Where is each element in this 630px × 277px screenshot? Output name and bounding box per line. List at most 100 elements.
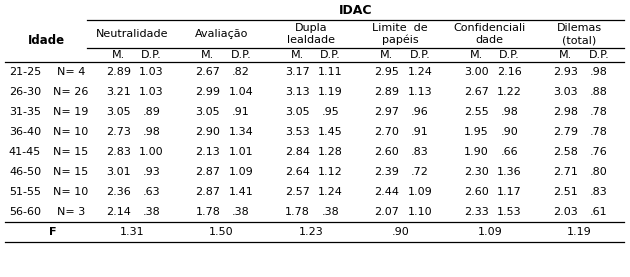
Text: 1.03: 1.03 <box>139 87 164 97</box>
Text: 2.89: 2.89 <box>106 67 131 77</box>
Text: 2.36: 2.36 <box>106 187 130 197</box>
Text: 3.01: 3.01 <box>106 167 130 177</box>
Text: 2.93: 2.93 <box>553 67 578 77</box>
Text: .93: .93 <box>142 167 160 177</box>
Text: .91: .91 <box>232 107 250 117</box>
Text: 21-25: 21-25 <box>9 67 41 77</box>
Text: N= 3: N= 3 <box>57 207 85 217</box>
Text: 1.24: 1.24 <box>318 187 343 197</box>
Text: 3.05: 3.05 <box>195 107 220 117</box>
Text: 2.67: 2.67 <box>464 87 489 97</box>
Text: .91: .91 <box>411 127 429 137</box>
Text: 2.99: 2.99 <box>195 87 220 97</box>
Text: 3.03: 3.03 <box>554 87 578 97</box>
Text: 2.87: 2.87 <box>195 187 220 197</box>
Text: 1.78: 1.78 <box>285 207 310 217</box>
Text: 2.84: 2.84 <box>285 147 310 157</box>
Text: 1.01: 1.01 <box>229 147 253 157</box>
Text: 3.00: 3.00 <box>464 67 489 77</box>
Text: D.P.: D.P. <box>499 50 520 60</box>
Text: 3.05: 3.05 <box>285 107 309 117</box>
Text: .98: .98 <box>142 127 161 137</box>
Text: 1.23: 1.23 <box>299 227 323 237</box>
Text: M.: M. <box>470 50 483 60</box>
Text: 3.21: 3.21 <box>106 87 130 97</box>
Text: M.: M. <box>112 50 125 60</box>
Text: 2.98: 2.98 <box>553 107 578 117</box>
Text: D.P.: D.P. <box>588 50 609 60</box>
Text: Confidenciali: Confidenciali <box>454 23 526 33</box>
Text: .95: .95 <box>321 107 340 117</box>
Text: 1.78: 1.78 <box>195 207 220 217</box>
Text: 2.83: 2.83 <box>106 147 131 157</box>
Text: .38: .38 <box>321 207 340 217</box>
Text: N= 10: N= 10 <box>54 127 89 137</box>
Text: 2.73: 2.73 <box>106 127 131 137</box>
Text: Idade: Idade <box>28 35 64 47</box>
Text: 1.90: 1.90 <box>464 147 489 157</box>
Text: .38: .38 <box>142 207 160 217</box>
Text: 36-40: 36-40 <box>9 127 41 137</box>
Text: N= 4: N= 4 <box>57 67 85 77</box>
Text: 2.97: 2.97 <box>374 107 399 117</box>
Text: 2.03: 2.03 <box>553 207 578 217</box>
Text: 2.58: 2.58 <box>553 147 578 157</box>
Text: 2.07: 2.07 <box>374 207 399 217</box>
Text: .78: .78 <box>590 107 608 117</box>
Text: .98: .98 <box>500 107 518 117</box>
Text: .38: .38 <box>232 207 250 217</box>
Text: 2.30: 2.30 <box>464 167 489 177</box>
Text: 1.50: 1.50 <box>209 227 234 237</box>
Text: 1.12: 1.12 <box>318 167 343 177</box>
Text: papéis: papéis <box>382 35 418 45</box>
Text: N= 10: N= 10 <box>54 187 89 197</box>
Text: 1.41: 1.41 <box>229 187 253 197</box>
Text: .83: .83 <box>590 187 608 197</box>
Text: 2.87: 2.87 <box>195 167 220 177</box>
Text: 3.13: 3.13 <box>285 87 309 97</box>
Text: 1.95: 1.95 <box>464 127 489 137</box>
Text: .82: .82 <box>232 67 250 77</box>
Text: 1.00: 1.00 <box>139 147 164 157</box>
Text: Limite  de: Limite de <box>372 23 428 33</box>
Text: M.: M. <box>380 50 394 60</box>
Text: 1.22: 1.22 <box>497 87 522 97</box>
Text: 2.51: 2.51 <box>553 187 578 197</box>
Text: N= 26: N= 26 <box>54 87 89 97</box>
Text: .90: .90 <box>501 127 518 137</box>
Text: 1.28: 1.28 <box>318 147 343 157</box>
Text: 2.89: 2.89 <box>374 87 399 97</box>
Text: 2.14: 2.14 <box>106 207 131 217</box>
Text: .88: .88 <box>590 87 608 97</box>
Text: 1.19: 1.19 <box>318 87 343 97</box>
Text: D.P.: D.P. <box>231 50 251 60</box>
Text: dade: dade <box>476 35 504 45</box>
Text: 1.09: 1.09 <box>229 167 253 177</box>
Text: 2.57: 2.57 <box>285 187 310 197</box>
Text: .80: .80 <box>590 167 608 177</box>
Text: .78: .78 <box>590 127 608 137</box>
Text: .96: .96 <box>411 107 429 117</box>
Text: M.: M. <box>559 50 573 60</box>
Text: 1.31: 1.31 <box>120 227 144 237</box>
Text: 3.17: 3.17 <box>285 67 310 77</box>
Text: .63: .63 <box>142 187 160 197</box>
Text: 2.71: 2.71 <box>553 167 578 177</box>
Text: 2.16: 2.16 <box>497 67 522 77</box>
Text: 3.05: 3.05 <box>106 107 130 117</box>
Text: 41-45: 41-45 <box>9 147 41 157</box>
Text: 2.70: 2.70 <box>374 127 399 137</box>
Text: .76: .76 <box>590 147 608 157</box>
Text: 2.95: 2.95 <box>374 67 399 77</box>
Text: N= 15: N= 15 <box>54 167 89 177</box>
Text: Neutralidade: Neutralidade <box>96 29 168 39</box>
Text: N= 19: N= 19 <box>54 107 89 117</box>
Text: 2.60: 2.60 <box>374 147 399 157</box>
Text: 51-55: 51-55 <box>9 187 41 197</box>
Text: 1.11: 1.11 <box>318 67 343 77</box>
Text: (total): (total) <box>562 35 597 45</box>
Text: 1.09: 1.09 <box>408 187 432 197</box>
Text: 1.24: 1.24 <box>408 67 432 77</box>
Text: 2.39: 2.39 <box>374 167 399 177</box>
Text: 56-60: 56-60 <box>9 207 41 217</box>
